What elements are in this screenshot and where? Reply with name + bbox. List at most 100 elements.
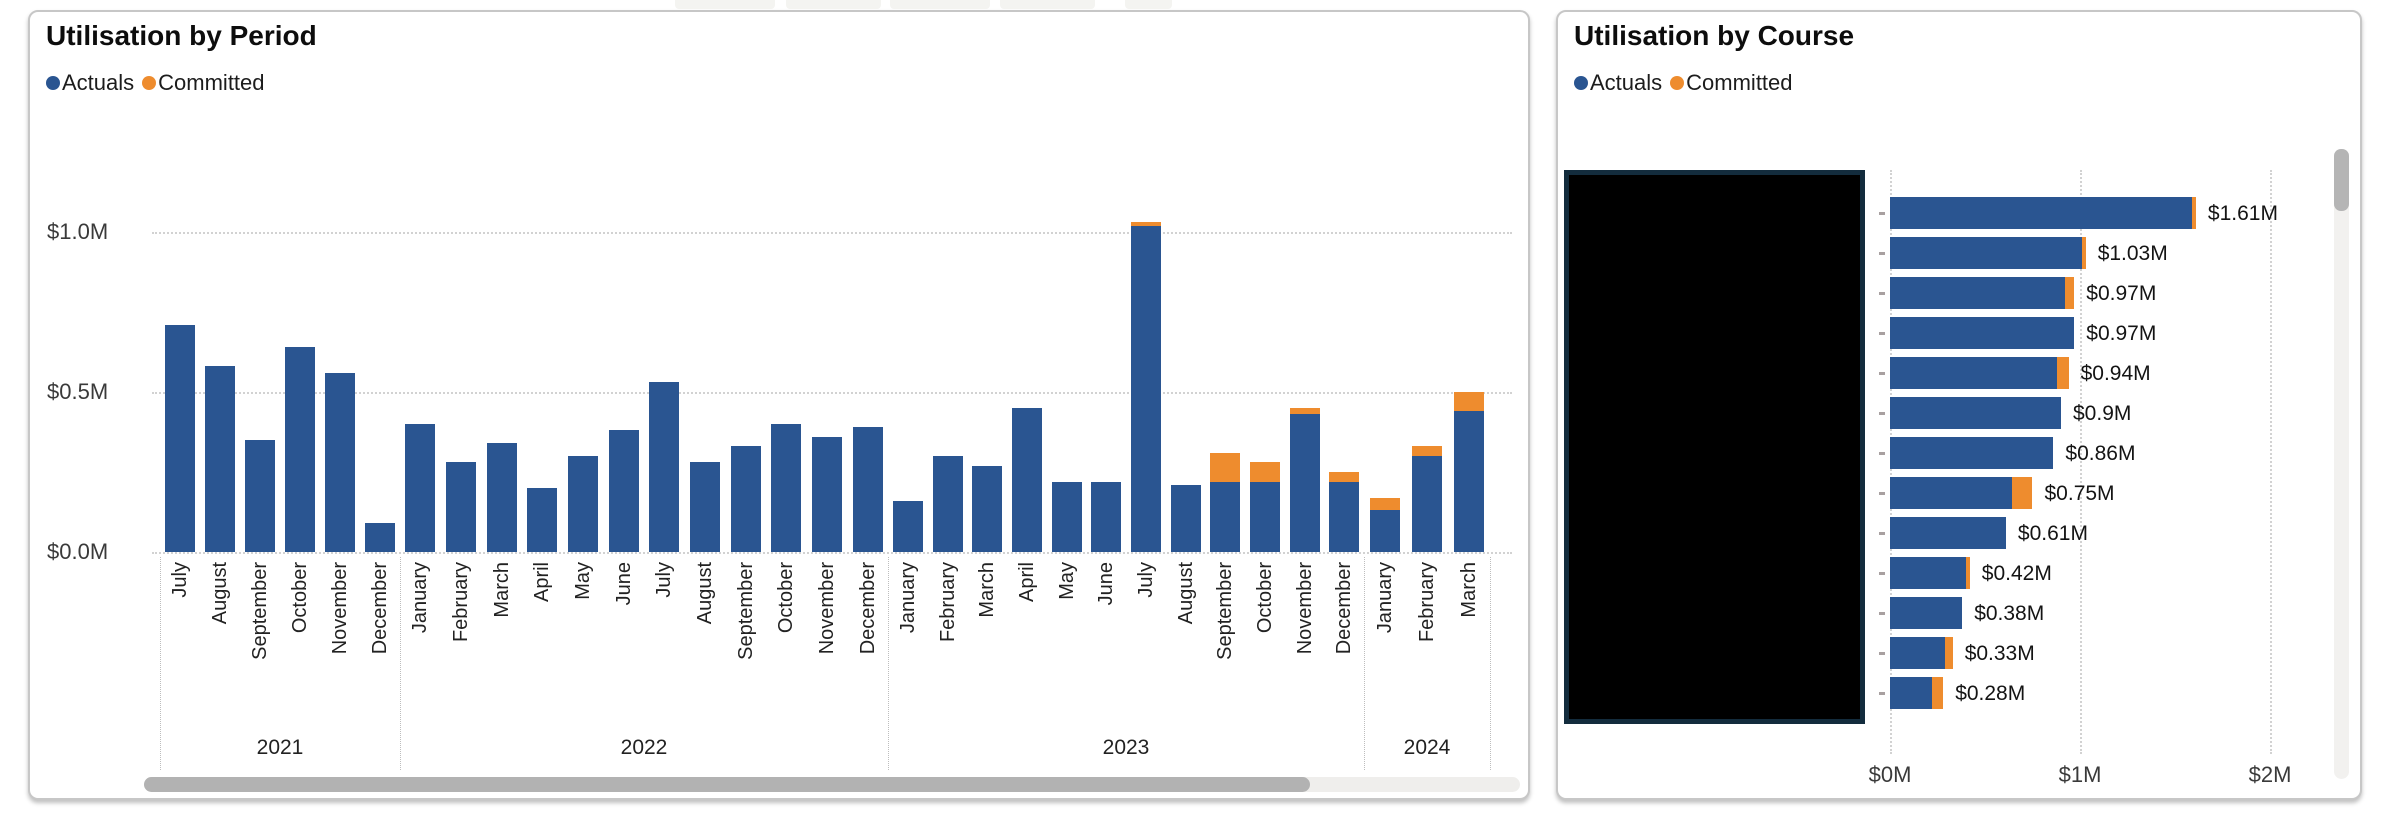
actuals-bar[interactable] xyxy=(1890,357,2058,389)
actuals-bar[interactable] xyxy=(1890,477,2012,509)
y-axis-tick-label: $1.0M xyxy=(47,219,109,244)
actuals-bar[interactable] xyxy=(771,424,802,552)
actuals-bar[interactable] xyxy=(1130,225,1161,552)
committed-bar[interactable] xyxy=(1210,452,1241,482)
category-tick xyxy=(1879,212,1885,215)
category-tick xyxy=(1879,292,1885,295)
vertical-scrollbar-thumb[interactable] xyxy=(2334,149,2349,211)
committed-bar[interactable] xyxy=(2057,357,2069,389)
legend-label: Actuals xyxy=(62,70,135,95)
bar-value-label: $0.75M xyxy=(2044,482,2115,505)
actuals-bar[interactable] xyxy=(1289,414,1320,552)
committed-bar[interactable] xyxy=(2081,237,2086,269)
committed-bar[interactable] xyxy=(1249,462,1280,482)
committed-bar[interactable] xyxy=(2192,197,2196,229)
actuals-bar[interactable] xyxy=(1249,481,1280,552)
bar-value-label: $0.38M xyxy=(1974,602,2045,625)
actuals-bar[interactable] xyxy=(1370,510,1400,552)
legend-item-committed[interactable]: Committed xyxy=(1670,70,1793,96)
y-axis-tick-label: $0.0M xyxy=(47,539,109,564)
committed-bar[interactable] xyxy=(1412,446,1442,456)
legend-item-committed[interactable]: Committed xyxy=(142,70,265,96)
committed-bar[interactable] xyxy=(1931,677,1944,709)
committed-legend-dot-icon xyxy=(142,76,157,90)
utilisation-by-course-panel: Utilisation by Course Actuals Committed … xyxy=(1556,10,2362,800)
x-axis-year-label: 2021 xyxy=(256,736,304,759)
actuals-bar[interactable] xyxy=(1890,197,2193,229)
actuals-bar[interactable] xyxy=(932,456,963,552)
x-axis-month-label: October xyxy=(289,562,311,634)
actuals-bar[interactable] xyxy=(1210,481,1241,552)
legend-item-actuals[interactable]: Actuals xyxy=(46,70,134,96)
actuals-bar[interactable] xyxy=(649,382,680,552)
actuals-bar[interactable] xyxy=(165,324,195,552)
x-gridline xyxy=(2080,170,2082,754)
vertical-scrollbar-track[interactable] xyxy=(2334,149,2349,779)
actuals-bar[interactable] xyxy=(285,347,315,552)
period-chart-plot-area: $0.0M $0.5M $1.0M July August September Octobe… xyxy=(30,12,1528,798)
committed-bar[interactable] xyxy=(1130,222,1161,226)
x-gridline xyxy=(2270,170,2272,754)
actuals-bar[interactable] xyxy=(446,462,476,552)
horizontal-scrollbar-thumb[interactable] xyxy=(144,777,1310,792)
page-title: Utilisation by Course xyxy=(1574,20,1855,51)
bar-value-label: $0.28M xyxy=(1955,682,2026,705)
actuals-bar[interactable] xyxy=(852,427,883,552)
year-separator xyxy=(400,557,401,770)
committed-bar[interactable] xyxy=(1966,557,1970,589)
committed-bar[interactable] xyxy=(1945,637,1953,669)
x-axis-tick-label: $1M xyxy=(2058,762,2102,787)
actuals-bar[interactable] xyxy=(1890,597,1963,629)
actuals-bar[interactable] xyxy=(245,440,275,552)
horizontal-scrollbar-track[interactable] xyxy=(144,777,1520,792)
actuals-bar[interactable] xyxy=(892,500,923,552)
actuals-bar[interactable] xyxy=(972,465,1003,552)
actuals-bar[interactable] xyxy=(205,366,235,552)
committed-bar[interactable] xyxy=(1329,472,1360,482)
actuals-bar[interactable] xyxy=(1890,437,2054,469)
bar-value-label: $0.9M xyxy=(2073,402,2132,425)
year-separator xyxy=(888,557,889,770)
page-title: Utilisation by Period xyxy=(46,20,317,51)
actuals-bar[interactable] xyxy=(608,430,639,552)
actuals-bar[interactable] xyxy=(1890,557,1966,589)
committed-bar[interactable] xyxy=(2011,477,2033,509)
category-tick xyxy=(1879,452,1885,455)
actuals-bar[interactable] xyxy=(1890,397,2061,429)
x-axis-year-label: 2023 xyxy=(1102,736,1150,759)
committed-bar[interactable] xyxy=(2064,277,2075,309)
x-axis-month-label: December xyxy=(1333,562,1356,655)
legend-item-actuals[interactable]: Actuals xyxy=(1574,70,1662,96)
actuals-bar[interactable] xyxy=(1890,317,2075,349)
actuals-bar[interactable] xyxy=(568,456,598,552)
actuals-bar[interactable] xyxy=(527,488,558,552)
committed-bar[interactable] xyxy=(1454,392,1484,412)
actuals-bar[interactable] xyxy=(1890,637,1946,669)
bar-value-label: $0.94M xyxy=(2080,362,2151,385)
committed-bar[interactable] xyxy=(1289,408,1320,415)
actuals-bar[interactable] xyxy=(1051,481,1082,552)
actuals-bar[interactable] xyxy=(1890,677,1932,709)
actuals-bar[interactable] xyxy=(1412,456,1442,552)
actuals-bar[interactable] xyxy=(1329,481,1360,552)
actuals-bar[interactable] xyxy=(486,443,517,552)
actuals-bar[interactable] xyxy=(1454,411,1484,552)
actuals-bar[interactable] xyxy=(812,436,842,552)
actuals-bar[interactable] xyxy=(1011,408,1042,552)
actuals-bar[interactable] xyxy=(730,446,761,552)
actuals-bar[interactable] xyxy=(405,424,436,552)
x-axis-month-label: December xyxy=(369,562,391,655)
category-tick xyxy=(1879,412,1885,415)
clipped-toolbar-fragment xyxy=(1000,0,1095,9)
actuals-bar[interactable] xyxy=(1890,237,2082,269)
x-axis-month-label: September xyxy=(249,562,271,660)
committed-bar[interactable] xyxy=(1370,497,1400,511)
actuals-bar[interactable] xyxy=(1091,481,1122,552)
x-axis-month-label: July xyxy=(1134,562,1157,598)
actuals-bar[interactable] xyxy=(1170,484,1201,552)
actuals-bar[interactable] xyxy=(325,372,355,552)
actuals-bar[interactable] xyxy=(1890,277,2065,309)
actuals-bar[interactable] xyxy=(1890,517,2006,549)
actuals-bar[interactable] xyxy=(690,462,720,552)
actuals-bar[interactable] xyxy=(365,523,395,552)
